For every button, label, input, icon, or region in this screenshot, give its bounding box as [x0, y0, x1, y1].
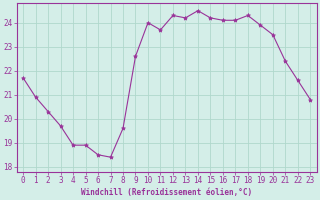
X-axis label: Windchill (Refroidissement éolien,°C): Windchill (Refroidissement éolien,°C) — [81, 188, 252, 197]
